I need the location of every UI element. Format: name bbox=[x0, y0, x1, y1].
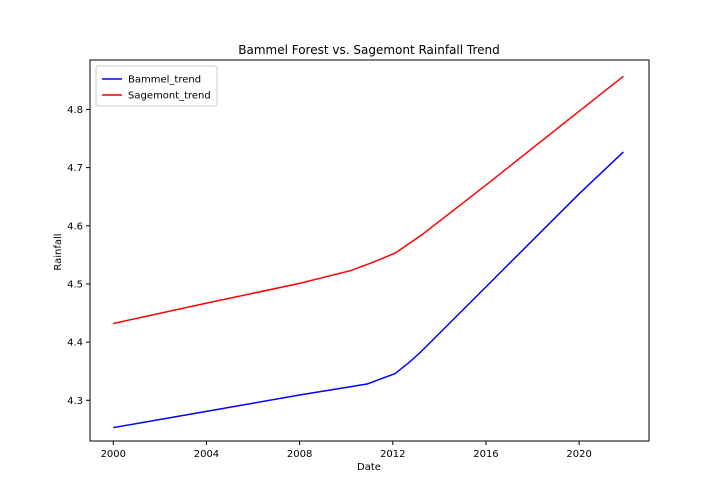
series-line-sagemont-trend bbox=[113, 75, 624, 325]
y-axis-label: Rainfall bbox=[53, 233, 64, 270]
legend-box bbox=[95, 65, 218, 107]
x-tick-label: 2000 bbox=[101, 449, 126, 460]
y-tick-label: 4.6 bbox=[67, 221, 83, 232]
legend: Bammel_trend Sagemont_trend bbox=[95, 65, 218, 107]
series-layer bbox=[113, 75, 624, 429]
x-axis-ticks: 2000 2004 2008 2012 2016 2020 bbox=[101, 441, 592, 460]
chart-title: Bammel Forest vs. Sagemont Rainfall Tren… bbox=[238, 43, 500, 57]
y-tick-label: 4.3 bbox=[67, 396, 83, 407]
plot-frame bbox=[89, 59, 650, 442]
y-tick-label: 4.5 bbox=[67, 279, 83, 290]
x-tick-label: 2008 bbox=[287, 449, 312, 460]
y-tick-label: 4.7 bbox=[67, 163, 83, 174]
y-axis-ticks: 4.3 4.4 4.5 4.6 4.7 4.8 bbox=[67, 105, 90, 407]
series-line-bammel-trend bbox=[113, 151, 624, 429]
x-tick-label: 2012 bbox=[380, 449, 405, 460]
legend-entry-label: Sagemont_trend bbox=[128, 91, 211, 102]
x-tick-label: 2016 bbox=[473, 449, 498, 460]
x-axis-label: Date bbox=[357, 462, 381, 473]
x-tick-label: 2020 bbox=[566, 449, 591, 460]
y-tick-label: 4.4 bbox=[67, 338, 83, 349]
legend-entry-label: Bammel_trend bbox=[128, 75, 201, 86]
x-tick-label: 2004 bbox=[194, 449, 219, 460]
plot-area bbox=[90, 60, 649, 441]
y-tick-label: 4.8 bbox=[67, 105, 83, 116]
